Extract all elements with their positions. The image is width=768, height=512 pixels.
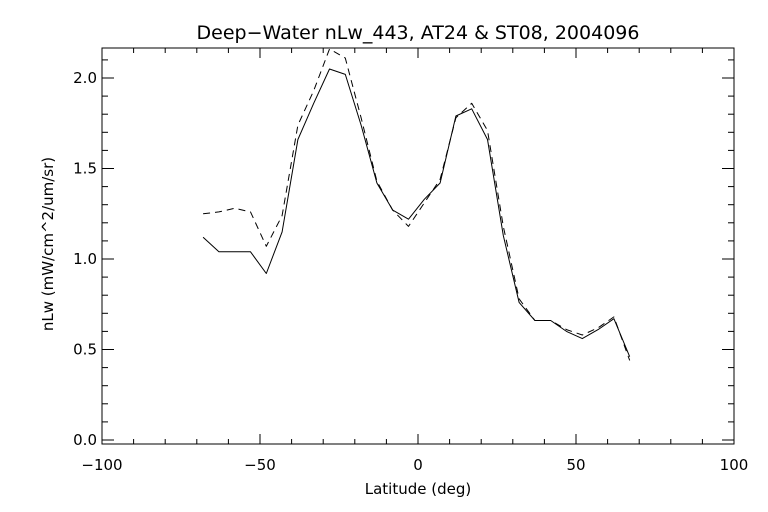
x-tick-label: 100 xyxy=(720,456,749,474)
y-axis: 0.0 0.5 1.0 1.5 2.0 xyxy=(73,59,734,449)
x-tick-label: 0 xyxy=(413,456,423,474)
x-tick-label: 50 xyxy=(566,456,585,474)
y-tick-label: 1.5 xyxy=(73,160,97,178)
y-tick-label: 0.5 xyxy=(73,341,97,359)
x-tick-label: −100 xyxy=(81,456,122,474)
x-axis-label: Latitude (deg) xyxy=(365,480,471,498)
series-line-dashed xyxy=(203,48,631,361)
plot-area xyxy=(202,48,631,361)
series-line-solid xyxy=(202,68,631,357)
y-axis-label: nLw (mW/cm^2/um/sr) xyxy=(39,157,57,331)
y-tick-label: 0.0 xyxy=(73,431,97,449)
y-tick-label: 1.0 xyxy=(73,250,97,268)
chart-title: Deep−Water nLw_443, AT24 & ST08, 2004096 xyxy=(197,22,640,44)
x-tick-label: −50 xyxy=(244,456,276,474)
y-tick-label: 2.0 xyxy=(73,69,97,87)
x-axis: −100 −50 0 50 100 xyxy=(81,48,748,474)
plot-frame xyxy=(101,47,735,445)
